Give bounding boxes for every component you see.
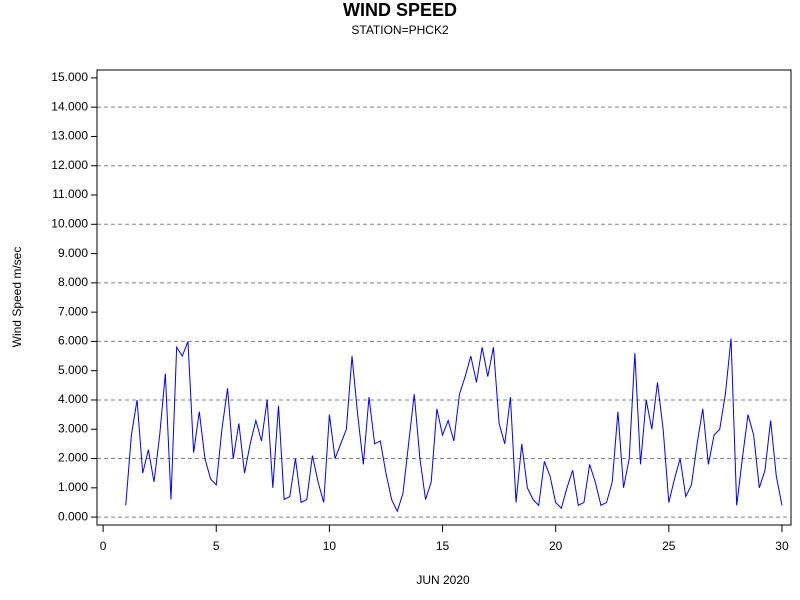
x-tick-label: 0 <box>100 539 107 553</box>
y-tick-label: 8.000 <box>58 275 88 289</box>
x-tick-label: 20 <box>549 539 563 553</box>
y-tick-label: 0.000 <box>58 509 88 523</box>
x-tick-label: 5 <box>213 539 220 553</box>
y-tick-label: 13.000 <box>51 129 88 143</box>
y-tick-label: 10.000 <box>51 216 88 230</box>
y-tick-label: 5.000 <box>58 363 88 377</box>
x-tick-label: 25 <box>662 539 676 553</box>
y-tick-label: 15.000 <box>51 70 88 84</box>
plot-frame <box>96 69 792 526</box>
y-tick-label: 11.000 <box>52 187 88 201</box>
chart-subtitle: STATION=PHCK2 <box>351 23 449 37</box>
y-tick-label: 7.000 <box>58 304 88 318</box>
y-tick-label: 4.000 <box>58 392 88 406</box>
y-tick-label: 9.000 <box>58 246 88 260</box>
y-tick-label: 2.000 <box>58 451 88 465</box>
y-tick-label: 12.000 <box>51 158 88 172</box>
y-tick-label: 3.000 <box>58 421 88 435</box>
y-tick-label: 6.000 <box>58 334 88 348</box>
chart-title: WIND SPEED <box>343 0 457 20</box>
data-line <box>125 338 783 513</box>
x-axis-label: JUN 2020 <box>416 573 470 587</box>
y-tick-label: 1.000 <box>58 480 88 494</box>
x-tick-label: 15 <box>436 539 450 553</box>
x-tick-label: 10 <box>323 539 337 553</box>
x-tick-label: 30 <box>775 539 789 553</box>
y-tick-label: 14.000 <box>51 99 88 113</box>
y-axis-label: Wind Speed m/sec <box>10 247 24 348</box>
